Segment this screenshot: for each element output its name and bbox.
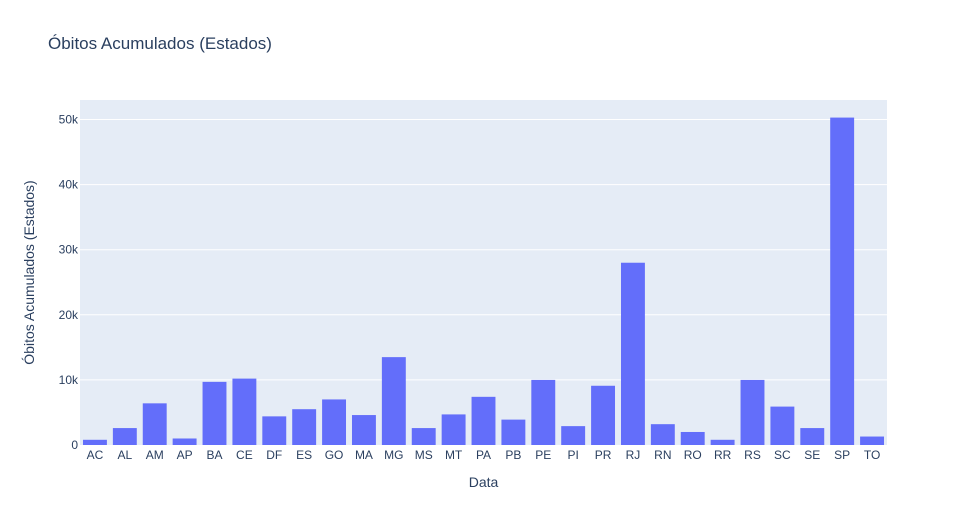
y-tick-label: 0: [71, 438, 78, 452]
bar-to[interactable]: [860, 436, 885, 445]
x-tick-label: MS: [415, 448, 433, 462]
x-tick-label: CE: [236, 448, 253, 462]
x-axis-label: Data: [469, 474, 499, 490]
x-tick-label: RO: [684, 448, 702, 462]
bar-es[interactable]: [292, 409, 317, 445]
bar-pi[interactable]: [561, 426, 586, 445]
bar-ap[interactable]: [172, 438, 197, 445]
x-tick-label: PE: [535, 448, 551, 462]
x-tick-label: MA: [355, 448, 373, 462]
x-tick-label: AL: [117, 448, 132, 462]
x-tick-label: PI: [567, 448, 578, 462]
bar-sp[interactable]: [830, 117, 855, 445]
bar-df[interactable]: [262, 416, 287, 445]
bar-pa[interactable]: [471, 396, 496, 445]
bar-go[interactable]: [322, 399, 347, 445]
x-tick-label: SP: [834, 448, 850, 462]
bar-pb[interactable]: [501, 419, 526, 445]
x-tick-label: RJ: [626, 448, 641, 462]
bar-rn[interactable]: [650, 424, 675, 445]
x-tick-label: RN: [654, 448, 671, 462]
x-tick-label: PA: [476, 448, 491, 462]
y-tick-label: 20k: [59, 308, 79, 322]
bar-pe[interactable]: [531, 379, 556, 445]
x-tick-label: MG: [384, 448, 403, 462]
chart-title: Óbitos Acumulados (Estados): [48, 34, 272, 53]
bar-se[interactable]: [800, 428, 825, 445]
x-tick-label: AC: [87, 448, 104, 462]
x-tick-label: BA: [206, 448, 222, 462]
bar-ma[interactable]: [351, 415, 376, 445]
x-tick-label: DF: [266, 448, 282, 462]
bar-rr[interactable]: [710, 439, 735, 445]
y-tick-label: 30k: [59, 243, 79, 257]
bars: [82, 117, 885, 445]
x-tick-label: SE: [804, 448, 820, 462]
bar-mg[interactable]: [381, 357, 406, 445]
bar-mt[interactable]: [441, 414, 466, 445]
x-tick-label: RS: [744, 448, 761, 462]
x-tick-label: SC: [774, 448, 791, 462]
y-tick-label: 10k: [59, 373, 79, 387]
bar-pr[interactable]: [591, 385, 616, 445]
bar-sc[interactable]: [770, 406, 795, 445]
x-tick-label: GO: [325, 448, 344, 462]
bar-ba[interactable]: [202, 381, 227, 445]
bar-ro[interactable]: [680, 431, 705, 445]
bar-al[interactable]: [112, 428, 137, 445]
x-tick-label: ES: [296, 448, 312, 462]
bar-ac[interactable]: [82, 439, 107, 445]
x-tick-label: PR: [595, 448, 612, 462]
y-axis-label: Óbitos Acumulados (Estados): [21, 180, 37, 364]
y-tick-label: 50k: [59, 113, 79, 127]
x-tick-label: AP: [177, 448, 193, 462]
bar-rs[interactable]: [740, 379, 765, 445]
bar-rj[interactable]: [620, 262, 645, 445]
x-tick-label: MT: [445, 448, 463, 462]
x-tick-label: PB: [505, 448, 521, 462]
y-axis-ticks: 0 10k 20k 30k 40k 50k: [59, 113, 79, 452]
x-tick-label: AM: [146, 448, 164, 462]
y-tick-label: 40k: [59, 178, 79, 192]
x-tick-label: TO: [864, 448, 880, 462]
bar-ms[interactable]: [411, 428, 436, 445]
bar-ce[interactable]: [232, 378, 257, 445]
x-tick-label: RR: [714, 448, 732, 462]
bar-am[interactable]: [142, 403, 167, 445]
plot-area: [80, 100, 887, 445]
x-axis-ticks: AC AL AM AP BA CE DF ES GO MA MG MS MT PA PB PE PI PR RJ RN…: [87, 448, 881, 462]
